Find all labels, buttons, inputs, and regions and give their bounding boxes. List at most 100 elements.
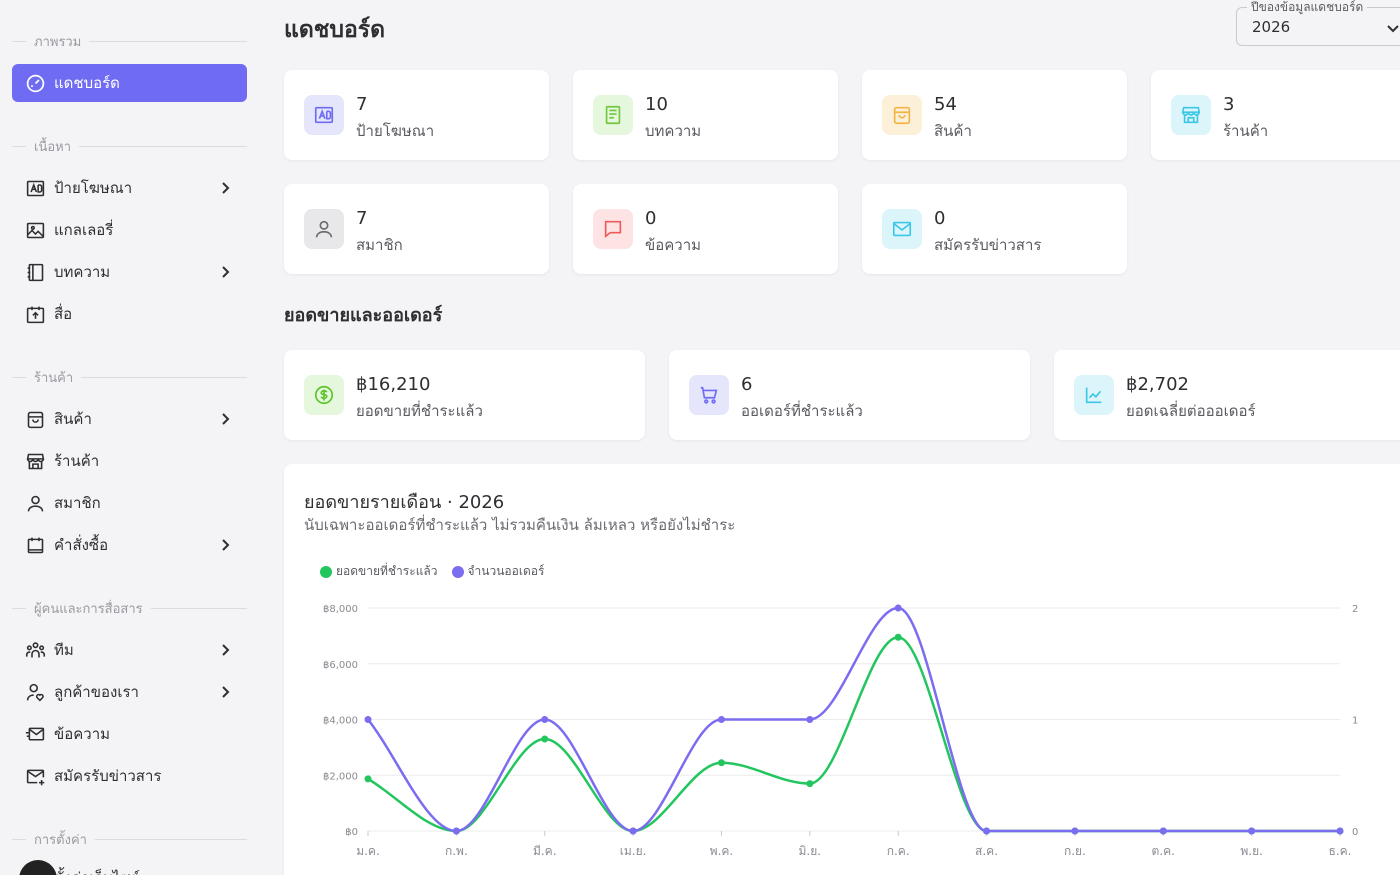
stat-label: สมาชิก	[356, 236, 403, 254]
chevron-right-icon	[222, 266, 230, 278]
cart-icon	[700, 386, 718, 404]
section-label: ร้านค้า	[34, 370, 74, 386]
chat-icon	[604, 220, 622, 239]
stat-badge	[304, 95, 344, 135]
user-icon	[24, 492, 46, 514]
stat-card-avg-order: ฿2,702 ยอดเฉลี่ยต่อออเดอร์	[1054, 350, 1400, 440]
sidebar-item-label: สื่อ	[54, 305, 73, 323]
sidebar-item-stores[interactable]: ร้านค้า	[12, 442, 247, 480]
stat-card-newsletter[interactable]: 0 สมัครรับข่าวสาร	[862, 184, 1127, 274]
team-icon	[24, 639, 46, 661]
legend-item-sales[interactable]: ยอดขายที่ชำระแล้ว	[320, 562, 438, 581]
sidebar-item-messages[interactable]: ข้อความ	[12, 715, 247, 753]
mail-plus-icon	[24, 765, 46, 787]
article-icon	[605, 105, 621, 125]
sidebar-item-banners[interactable]: ป้ายโฆษณา	[12, 169, 247, 207]
stat-card-members[interactable]: 7 สมาชิก	[284, 184, 549, 274]
chevron-down-icon	[1387, 25, 1399, 33]
sidebar-item-gallery[interactable]: แกลเลอรี่	[12, 211, 247, 249]
y-tick-label-left: ฿8,000	[323, 604, 358, 615]
stat-value: 6	[741, 374, 753, 395]
stat-value: 0	[934, 208, 946, 229]
section-title-sales: ยอดขายและออเดอร์	[284, 305, 443, 326]
mail-icon	[892, 221, 912, 237]
store-icon	[1181, 106, 1201, 124]
y-tick-label-left: ฿6,000	[323, 660, 358, 671]
sidebar-item-label: ร้านค้า	[54, 452, 100, 470]
bag-icon	[24, 408, 46, 430]
trend-icon	[1085, 387, 1102, 404]
y-tick-label-right: 0	[1352, 827, 1358, 838]
stat-value: 7	[356, 208, 368, 229]
stat-card-messages[interactable]: 0 ข้อความ	[573, 184, 838, 274]
sidebar-item-members[interactable]: สมาชิก	[12, 484, 247, 522]
stat-badge	[304, 375, 344, 415]
sidebar-item-media[interactable]: สื่อ	[12, 295, 247, 333]
store-icon	[24, 450, 46, 472]
year-select[interactable]: ปีของข้อมูลแดชบอร์ด 2026	[1236, 0, 1400, 46]
chevron-right-icon	[222, 539, 230, 551]
x-tick-label: ธ.ค.	[1329, 844, 1352, 858]
stat-card-stores[interactable]: 3 ร้านค้า	[1151, 70, 1400, 160]
user-icon	[315, 220, 333, 238]
section-header-shop: ร้านค้า	[12, 367, 247, 387]
y-tick-label-left: ฿4,000	[323, 716, 358, 727]
sidebar-item-label: ทีม	[54, 641, 74, 659]
section-header-overview: ภาพรวม	[12, 31, 247, 51]
sidebar-item-customers[interactable]: ลูกค้าของเรา	[12, 673, 247, 711]
stat-label: บทความ	[645, 122, 702, 140]
dollar-icon	[314, 385, 334, 405]
bag-icon	[893, 106, 911, 125]
legend-label: จำนวนออเดอร์	[467, 564, 545, 578]
x-tick-label: ก.ค.	[887, 844, 910, 858]
x-tick-label: ก.พ.	[445, 844, 468, 858]
avatar[interactable]	[19, 860, 57, 875]
sidebar-item-team[interactable]: ทีม	[12, 631, 247, 669]
stat-card-banners[interactable]: 7 ป้ายโฆษณา	[284, 70, 549, 160]
stat-value: 0	[645, 208, 657, 229]
sidebar-item-label: บทความ	[54, 263, 111, 281]
stat-label: สินค้า	[934, 122, 972, 140]
series-line-2	[367, 606, 1341, 833]
x-tick-label: พ.ย.	[1240, 844, 1263, 858]
data-point	[1071, 827, 1079, 835]
page-title: แดชบอร์ด	[284, 17, 386, 43]
section-label: ภาพรวม	[34, 34, 82, 50]
stat-badge	[593, 95, 633, 135]
stat-card-paid-sales: ฿16,210 ยอดขายที่ชำระแล้ว	[284, 350, 645, 440]
sidebar-item-site-settings[interactable]: ตั้งค่าเว็บไซต์	[54, 866, 140, 875]
stat-label: ยอดขายที่ชำระแล้ว	[356, 402, 483, 420]
stat-label: สมัครรับข่าวสาร	[934, 236, 1042, 254]
sidebar-item-articles[interactable]: บทความ	[12, 253, 247, 291]
sidebar-item-orders[interactable]: คำสั่งซื้อ	[12, 526, 247, 564]
chart-subtitle: นับเฉพาะออเดอร์ที่ชำระแล้ว ไม่รวมคืนเงิน…	[304, 516, 736, 534]
sidebar: ภาพรวม แดชบอร์ด เนื้อหา ป้ายโฆษณา แกลเลอ…	[0, 0, 260, 875]
chevron-right-icon	[222, 644, 230, 656]
legend-item-orders[interactable]: จำนวนออเดอร์	[451, 562, 545, 581]
receipt-icon	[24, 534, 46, 556]
sidebar-item-products[interactable]: สินค้า	[12, 400, 247, 438]
sidebar-item-label: ป้ายโฆษณา	[54, 179, 133, 197]
stat-label: ข้อความ	[645, 236, 702, 254]
legend-label: ยอดขายที่ชำระแล้ว	[336, 564, 438, 578]
data-point	[1336, 827, 1344, 835]
chevron-right-icon	[222, 686, 230, 698]
stat-label: ป้ายโฆษณา	[356, 122, 435, 140]
x-tick-label: มี.ค.	[533, 844, 557, 858]
stat-value: 10	[645, 94, 668, 115]
section-header-people: ผู้คนและการสื่อสาร	[12, 598, 247, 618]
stat-label: ยอดเฉลี่ยต่อออเดอร์	[1126, 402, 1256, 420]
y-tick-label-right: 1	[1352, 716, 1358, 727]
data-point	[364, 716, 372, 723]
sidebar-item-label: ข้อความ	[54, 725, 111, 743]
x-tick-label: ม.ค.	[356, 844, 380, 858]
year-select-label: ปีของข้อมูลแดชบอร์ด	[1247, 0, 1368, 17]
section-label: การตั้งค่า	[34, 832, 87, 848]
stat-card-products[interactable]: 54 สินค้า	[862, 70, 1127, 160]
ad-icon	[314, 106, 334, 124]
chart-title: ยอดขายรายเดือน · 2026	[304, 492, 505, 513]
sidebar-item-dashboard[interactable]: แดชบอร์ด	[12, 64, 247, 102]
stat-card-articles[interactable]: 10 บทความ	[573, 70, 838, 160]
sidebar-item-newsletter[interactable]: สมัครรับข่าวสาร	[12, 757, 247, 795]
